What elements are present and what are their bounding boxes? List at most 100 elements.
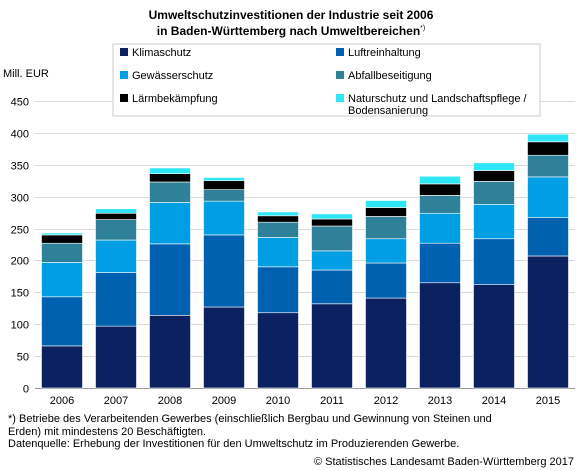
bar-segment [203, 234, 245, 308]
bar-segment [365, 216, 407, 240]
x-tick-label: 2009 [212, 395, 236, 407]
bar-segment [257, 312, 299, 389]
bar-segment [41, 242, 83, 263]
bar-segment [149, 314, 191, 389]
chart-title-line1: Umweltschutzinvestitionen der Industrie … [148, 8, 434, 22]
bar-segment [473, 170, 515, 182]
y-axis-label: Mill. EUR [3, 68, 49, 80]
footnote-line-1: *) Betriebe des Verarbeitenden Gewerbes … [8, 413, 492, 425]
bar-segment [149, 243, 191, 316]
bar-segment [419, 175, 461, 185]
bar-segment [257, 266, 299, 314]
footnote: *) Betriebe des Verarbeitenden Gewerbes … [8, 413, 578, 451]
bar-segment [527, 217, 569, 257]
bar-segment [41, 234, 83, 244]
bar-segment [527, 176, 569, 219]
footnote-line-3: Datenquelle: Erhebung der Investitionen … [8, 438, 460, 450]
bar-segment [149, 173, 191, 183]
bar-segment [203, 180, 245, 190]
legend-label: Klimaschutz [132, 47, 191, 59]
x-tick-label: 2006 [50, 395, 74, 407]
legend-label: Gewässerschutz [132, 70, 213, 82]
bar-segment [311, 250, 353, 271]
y-tick-label: 0 [23, 384, 29, 396]
legend-swatch [120, 71, 128, 79]
x-tick-label: 2012 [374, 395, 398, 407]
legend-label: Abfallbeseitigung [348, 70, 432, 82]
bar-segment [95, 239, 137, 273]
footnote-line-2: Erden) mit mindestens 20 Beschäftigten. [8, 425, 207, 438]
bar-segment [419, 195, 461, 214]
legend-swatch [120, 94, 128, 102]
bar-segment [365, 207, 407, 217]
bar-segment [365, 200, 407, 208]
y-tick-label: 450 [11, 97, 29, 109]
chart-title-mark: *) [420, 25, 426, 32]
legend-box [112, 43, 541, 117]
x-tick-label: 2008 [158, 395, 182, 407]
bar-segment [95, 272, 137, 327]
x-tick-label: 2007 [104, 395, 128, 407]
bar-segment [311, 225, 353, 252]
bar-segment [95, 219, 137, 241]
x-tick-label: 2015 [536, 395, 560, 407]
bar-segment [311, 303, 353, 389]
bar-segment [95, 208, 137, 214]
bar-segment [419, 212, 461, 244]
chart-title-line2-wrap: in Baden-Württemberg nach Umweltbereiche… [0, 22, 582, 38]
bar-segment [41, 232, 83, 236]
bar-segment [527, 154, 569, 178]
bar-segment [203, 177, 245, 182]
bar-segment [527, 133, 569, 143]
bar-segment [419, 183, 461, 196]
bar-segment [311, 269, 353, 305]
legend-swatch [120, 48, 128, 56]
bar-segment [149, 181, 191, 203]
bar-segment [365, 297, 407, 389]
chart-title: Umweltschutzinvestitionen der Industrie … [0, 9, 582, 38]
legend-label: Luftreinhaltung [348, 47, 421, 59]
bar-segment [41, 345, 83, 389]
bar-segment [95, 212, 137, 220]
bar-segment [419, 242, 461, 284]
y-tick-label: 400 [11, 129, 29, 141]
bar-segment [419, 282, 461, 389]
bar-segment [311, 213, 353, 220]
legend-swatch [336, 48, 344, 56]
y-tick-label: 350 [11, 161, 29, 173]
bar-segment [365, 238, 407, 264]
legend-label-cont: Bodensanierung [348, 105, 428, 117]
bar-segment [257, 211, 299, 217]
x-tick-label: 2010 [266, 395, 290, 407]
bar-segment [149, 202, 191, 245]
bar-segment [473, 204, 515, 240]
bar-segment [257, 215, 299, 223]
bar-segment [473, 238, 515, 285]
bar-segment [473, 284, 515, 389]
y-tick-label: 250 [11, 225, 29, 237]
y-tick-label: 150 [11, 288, 29, 300]
bar-segment [203, 200, 245, 236]
legend-label: Lärmbekämpfung [132, 93, 218, 105]
x-tick-label: 2014 [482, 395, 506, 407]
bar-segment [149, 167, 191, 175]
x-tick-label: 2013 [428, 395, 452, 407]
legend-label: Naturschutz und Landschaftspflege / [348, 93, 528, 105]
chart-title-line2: in Baden-Württemberg nach Umweltbereiche… [156, 24, 421, 38]
bar-segment [203, 306, 245, 389]
bar-segment [95, 325, 137, 389]
copyright: © Statistisches Landesamt Baden-Württemb… [313, 456, 574, 468]
bar-segment [311, 218, 353, 227]
y-tick-label: 200 [11, 256, 29, 268]
bar-segment [257, 221, 299, 238]
legend-swatch [336, 94, 344, 102]
y-tick-label: 50 [17, 352, 29, 364]
bar-segment [365, 262, 407, 299]
bar-segment [203, 189, 245, 202]
y-tick-label: 100 [11, 320, 29, 332]
bar-segment [473, 181, 515, 205]
bar-segment [527, 255, 569, 389]
bar-segment [527, 141, 569, 156]
bar-segment [41, 262, 83, 298]
